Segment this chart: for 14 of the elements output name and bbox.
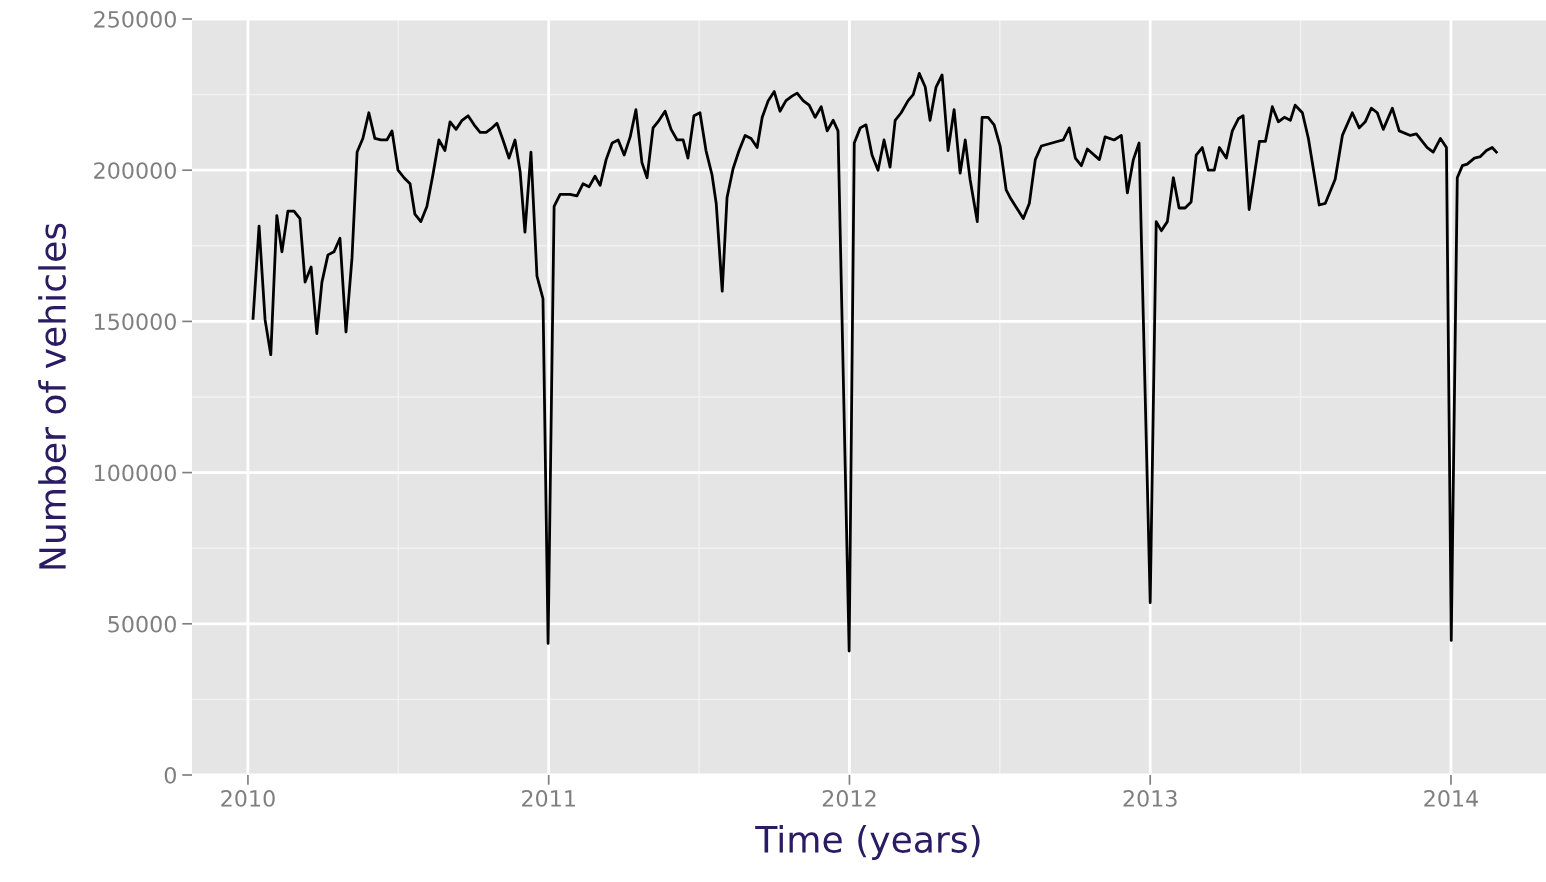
y-tick-label: 150000 (95, 313, 176, 331)
y-tick-label: 0 (164, 766, 176, 784)
y-tick-label: 100000 (95, 464, 176, 482)
x-tick-label: 2011 (522, 789, 575, 807)
x-tick-label: 2012 (822, 789, 876, 807)
y-axis-title: Number of vehicles (38, 223, 67, 569)
y-tick-label: 50000 (108, 615, 176, 633)
y-tick-label: 250000 (94, 10, 176, 28)
y-tick-label: 200000 (94, 162, 176, 179)
x-tick-label: 2013 (1123, 789, 1177, 807)
line-series (251, 72, 1498, 653)
x-axis-title: Time (years) (755, 824, 980, 860)
x-tick-label: 2014 (1424, 789, 1478, 807)
x-tick-label: 2010 (221, 789, 275, 807)
